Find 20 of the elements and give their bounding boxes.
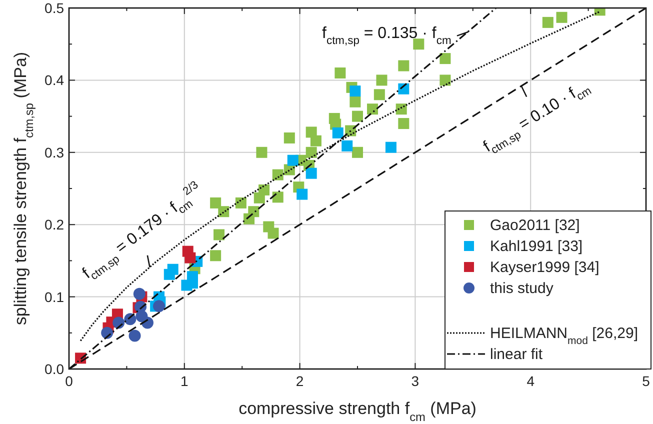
legend-label: Gao2011 [32] [490, 217, 580, 234]
legend-label: this study [490, 280, 554, 297]
legend-label: linear fit [490, 346, 544, 363]
x-tick-label: 0 [65, 373, 74, 389]
y-tick-label: 0.1 [44, 288, 64, 305]
x-tick-label: 1 [180, 373, 188, 389]
x-axis-title: compressive strength f$_{cm}$ (MPa) [238, 399, 476, 424]
y-tick-label: 0.2 [44, 216, 64, 233]
x-tick-label: 5 [642, 373, 650, 389]
legend-label: Kayser1999 [34] [490, 259, 600, 276]
x-tick-label: 3 [411, 373, 420, 389]
y-tick-label: 0.4 [44, 72, 64, 88]
y-tick-label: 0.3 [44, 144, 64, 160]
legend-label: Kahl1991 [33] [490, 238, 583, 255]
y-tick-label: 0.5 [44, 0, 64, 16]
x-tick-label: 2 [296, 373, 304, 389]
legend-label: HEILMANN$_{mod}$ [26,29] [490, 325, 638, 347]
y-tick-label: 0.0 [44, 361, 64, 377]
x-tick-label: 4 [526, 373, 535, 389]
annotation: f$_{ctm,sp}$ = 0.135 · f$_{cm}$ [322, 24, 452, 47]
